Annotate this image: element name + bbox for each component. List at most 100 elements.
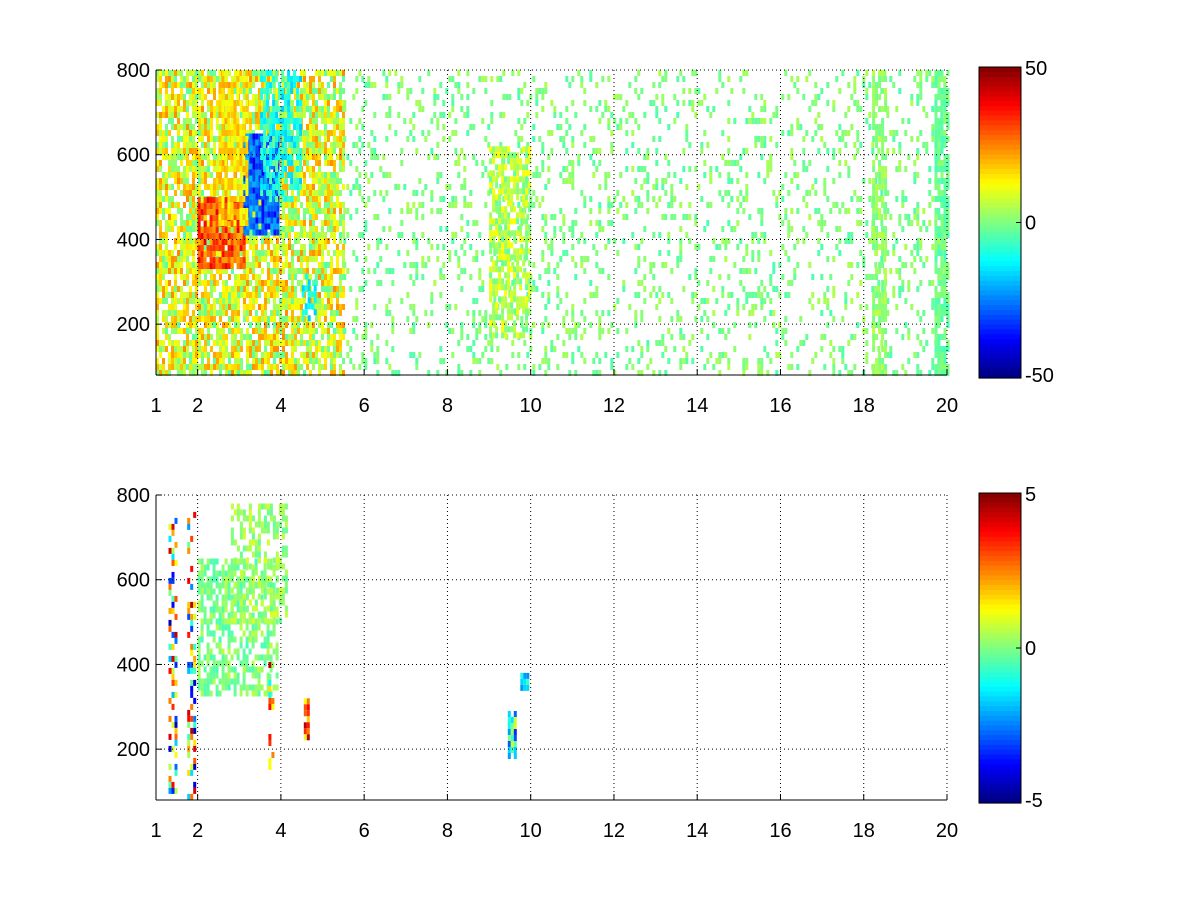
heatmap-cell <box>820 88 824 94</box>
heatmap-cell <box>367 142 371 148</box>
heatmap-cell <box>604 106 608 112</box>
heatmap-cell <box>288 166 291 172</box>
heatmap-cell <box>700 346 704 352</box>
heatmap-cell <box>433 100 437 106</box>
heatmap-cell <box>192 190 195 196</box>
heatmap-cell <box>233 196 237 202</box>
heatmap-cell <box>297 364 300 370</box>
heatmap-cell <box>258 286 261 292</box>
heatmap-cell <box>730 160 734 166</box>
heatmap-cell <box>562 136 566 142</box>
heatmap-cell <box>682 214 686 220</box>
heatmap-cell <box>285 352 288 358</box>
heatmap-cell <box>703 160 707 166</box>
heatmap-cell <box>165 82 168 88</box>
heatmap-cell <box>835 202 839 208</box>
heatmap-cell <box>195 208 198 214</box>
heatmap-cell <box>171 226 174 232</box>
heatmap-cell <box>333 310 336 316</box>
heatmap-cell <box>327 238 330 244</box>
heatmap-cell <box>457 370 461 376</box>
heatmap-cell <box>784 70 788 76</box>
heatmap-cell <box>544 238 548 244</box>
heatmap-cell <box>249 193 253 200</box>
heatmap-cell <box>168 310 171 316</box>
heatmap-cell <box>201 154 204 160</box>
heatmap-cell <box>550 148 554 154</box>
heatmap-cell <box>174 154 177 160</box>
heatmap-cell <box>781 220 785 226</box>
heatmap-cell <box>814 190 818 196</box>
heatmap-cell <box>252 145 256 152</box>
heatmap-cell <box>336 220 339 226</box>
heatmap-cell <box>318 178 321 184</box>
heatmap-cell <box>258 169 262 176</box>
heatmap-cell <box>373 304 377 310</box>
heatmap-cell <box>219 304 222 310</box>
heatmap-cell <box>595 166 599 172</box>
heatmap-cell <box>285 256 288 262</box>
heatmap-cell <box>333 70 336 76</box>
heatmap-cell <box>300 190 303 196</box>
heatmap-cell <box>209 239 213 246</box>
heatmap-cell <box>258 226 261 232</box>
heatmap-cell <box>478 322 482 328</box>
heatmap-cell <box>207 166 210 172</box>
heatmap-cell <box>261 223 265 230</box>
heatmap-cell <box>327 130 330 136</box>
heatmap-cell <box>505 94 509 100</box>
heatmap-cell <box>336 328 339 334</box>
heatmap-cell <box>299 124 303 130</box>
heatmap-cell <box>168 94 171 100</box>
heatmap-cell <box>327 340 330 346</box>
heatmap-cell <box>333 172 336 178</box>
heatmap-cell <box>601 310 605 316</box>
heatmap-cell <box>288 268 291 274</box>
heatmap-cell <box>261 193 265 200</box>
heatmap-cell <box>266 118 270 124</box>
heatmap-cell <box>421 190 425 196</box>
heatmap-cell <box>264 229 268 236</box>
heatmap-cell <box>210 100 213 106</box>
heatmap-cell <box>230 160 234 166</box>
heatmap-cell <box>239 88 243 94</box>
heatmap-cell <box>571 256 575 262</box>
heatmap-cell <box>201 334 204 340</box>
heatmap-cell <box>532 370 536 376</box>
heatmap-cell <box>769 160 773 166</box>
heatmap-cell <box>466 310 470 316</box>
heatmap-cell <box>207 280 210 286</box>
heatmap-cell <box>186 352 189 358</box>
heatmap-cell <box>273 262 276 268</box>
heatmap-cell <box>294 220 297 226</box>
heatmap-cell <box>838 124 842 130</box>
heatmap-cell <box>291 166 294 172</box>
heatmap-cell <box>156 142 159 148</box>
heatmap-cell <box>370 340 374 346</box>
heatmap-cell <box>234 286 237 292</box>
heatmap-cell <box>607 106 611 112</box>
heatmap-cell <box>306 106 309 112</box>
heatmap-cell <box>269 82 273 88</box>
heatmap-cell <box>183 166 186 172</box>
heatmap-cell <box>577 346 581 352</box>
heatmap-cell <box>661 214 665 220</box>
heatmap-cell <box>309 214 312 220</box>
heatmap-cell <box>321 256 324 262</box>
heatmap-cell <box>318 190 321 196</box>
heatmap-cell <box>299 76 303 82</box>
heatmap-cell <box>811 100 815 106</box>
heatmap-cell <box>288 340 291 346</box>
heatmap-cell <box>361 196 365 202</box>
heatmap-cell <box>859 250 863 256</box>
heatmap-cell <box>252 100 255 106</box>
heatmap-cell <box>318 166 321 172</box>
heatmap-cell <box>294 316 297 322</box>
heatmap-cell <box>219 316 222 322</box>
heatmap-cell <box>580 334 584 340</box>
heatmap-cell <box>478 370 482 376</box>
heatmap-cell <box>174 124 177 130</box>
heatmap-cell <box>246 193 250 200</box>
heatmap-cell <box>412 112 416 118</box>
heatmap-cell <box>231 334 234 340</box>
